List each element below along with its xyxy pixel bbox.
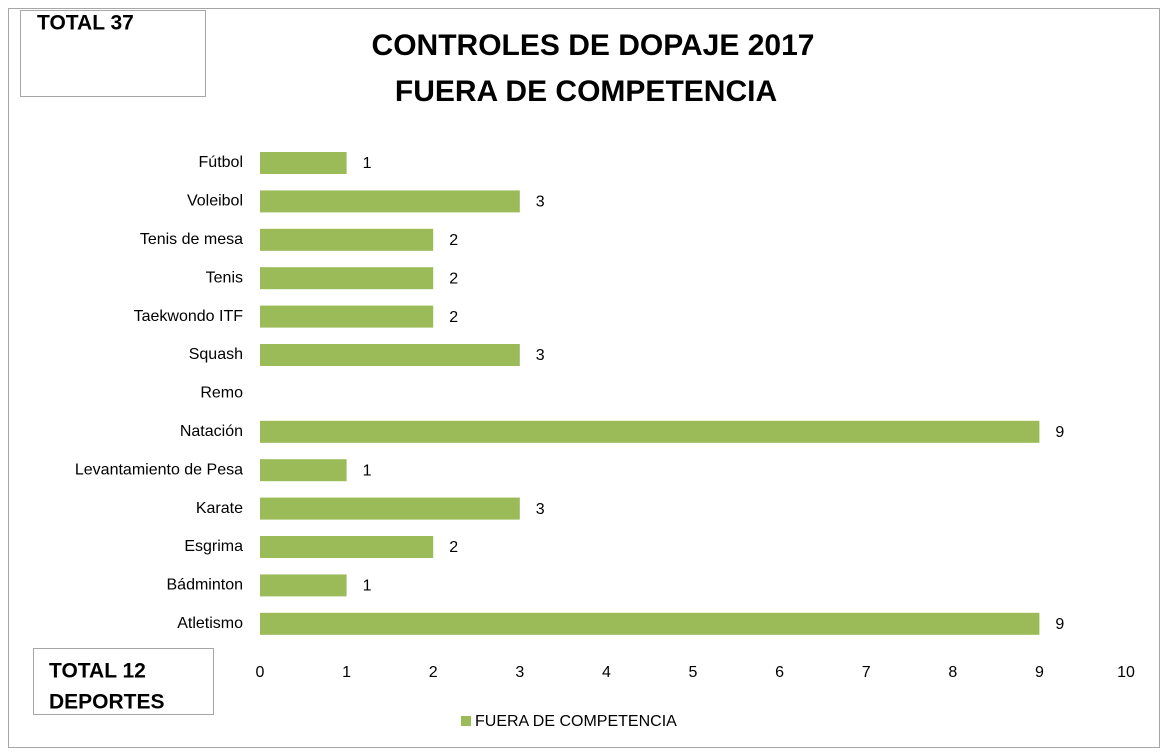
sports-annotation: TOTAL 12 <box>49 660 146 683</box>
bar <box>260 344 520 366</box>
legend-label: FUERA DE COMPETENCIA <box>475 713 677 730</box>
bar <box>260 497 520 520</box>
y-tick-label: Fútbol <box>199 154 243 171</box>
legend-swatch <box>461 716 471 726</box>
data-label: 1 <box>363 462 372 479</box>
bar <box>260 574 347 597</box>
chart-subtitle: FUERA DE COMPETENCIA <box>395 75 777 108</box>
y-tick-label: Remo <box>200 385 243 402</box>
bar <box>260 420 1040 443</box>
y-tick-label: Atletismo <box>177 615 243 632</box>
bar <box>260 459 347 482</box>
y-tick-label: Karate <box>196 500 243 517</box>
sports-box <box>33 648 214 715</box>
sports-annotation: DEPORTES <box>49 691 165 714</box>
y-tick-label: Natación <box>180 423 243 440</box>
x-tick-label: 0 <box>256 664 265 681</box>
y-tick-label: Levantamiento de Pesa <box>75 461 243 478</box>
bar <box>260 152 347 174</box>
y-tick-label: Taekwondo ITF <box>134 308 244 325</box>
y-tick-label: Esgrima <box>184 538 243 555</box>
bar <box>260 190 520 213</box>
y-tick-label: Squash <box>189 346 243 363</box>
data-label: 2 <box>449 309 458 326</box>
data-label: 2 <box>449 539 458 556</box>
data-label: 3 <box>536 501 545 518</box>
data-label: 9 <box>1055 616 1064 633</box>
x-tick-label: 7 <box>862 664 871 681</box>
x-tick-label: 8 <box>948 664 957 681</box>
x-tick-label: 6 <box>775 664 784 681</box>
y-tick-label: Voleibol <box>187 193 243 210</box>
data-label: 1 <box>363 578 372 595</box>
x-tick-label: 4 <box>602 664 611 681</box>
x-tick-label: 9 <box>1035 664 1044 681</box>
bar <box>260 228 434 251</box>
chart-title: CONTROLES DE DOPAJE 2017 <box>372 29 815 62</box>
chart-border <box>8 8 1160 748</box>
bar <box>260 267 434 290</box>
data-label: 2 <box>449 270 458 287</box>
x-tick-label: 1 <box>342 664 351 681</box>
data-label: 2 <box>449 232 458 249</box>
data-label: 1 <box>363 155 372 172</box>
x-tick-label: 5 <box>689 664 698 681</box>
total-annotation: TOTAL 37 <box>37 12 134 35</box>
y-tick-label: Tenis de mesa <box>140 231 243 248</box>
data-label: 3 <box>536 194 545 211</box>
total-box <box>20 10 206 97</box>
y-tick-label: Bádminton <box>167 577 244 594</box>
data-label: 3 <box>536 347 545 364</box>
bar <box>260 305 434 328</box>
y-tick-label: Tenis <box>206 269 243 286</box>
x-tick-label: 2 <box>429 664 438 681</box>
x-tick-label: 10 <box>1117 664 1135 681</box>
bar <box>260 536 434 558</box>
bar <box>260 612 1040 635</box>
data-label: 9 <box>1055 424 1064 441</box>
x-tick-label: 3 <box>515 664 524 681</box>
